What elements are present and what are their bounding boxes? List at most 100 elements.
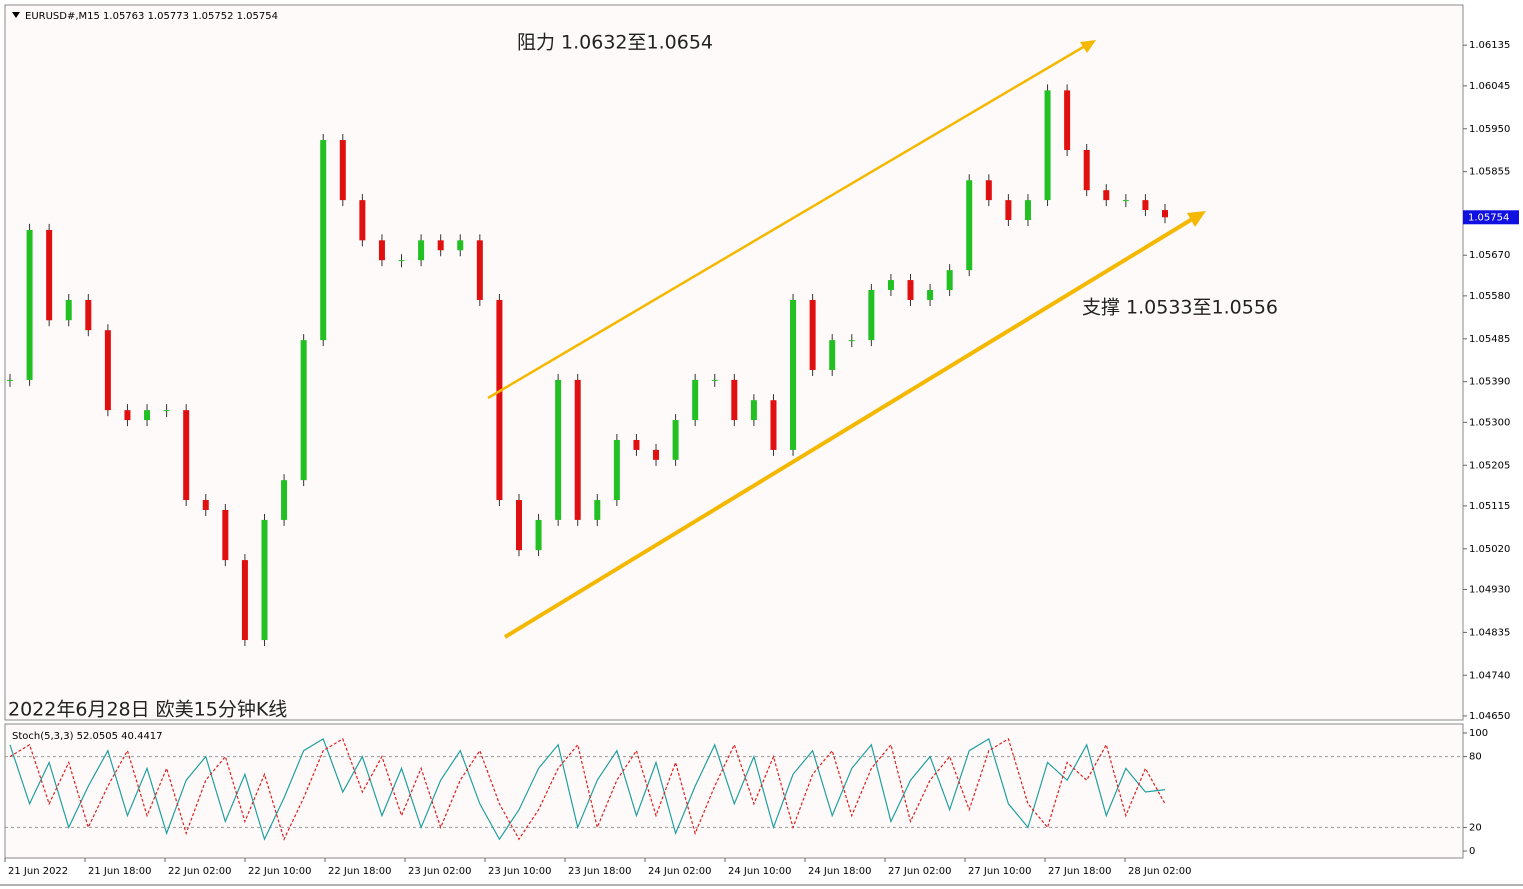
candle <box>829 340 836 370</box>
candle <box>398 260 405 262</box>
candle <box>711 379 718 381</box>
stoch-pane <box>4 723 1464 859</box>
candle <box>1142 200 1149 211</box>
candle <box>515 500 522 551</box>
chart-caption: 2022年6月28日 欧美15分钟K线 <box>8 699 287 721</box>
candle <box>672 420 679 460</box>
time-label: 23 Jun 10:00 <box>488 866 552 877</box>
candle <box>124 410 131 421</box>
arrow-head <box>1187 211 1206 227</box>
candle <box>653 449 660 460</box>
candle <box>281 480 288 520</box>
time-label: 21 Jun 2022 <box>8 866 68 877</box>
candle <box>535 519 542 551</box>
candle <box>770 400 777 450</box>
candle <box>1024 200 1031 220</box>
candle <box>1044 90 1051 201</box>
y-tick-label: 80 <box>1469 752 1482 763</box>
price-pane <box>4 4 1464 721</box>
candle <box>104 330 111 411</box>
candle <box>300 340 307 481</box>
stoch-line <box>9 737 1166 841</box>
candle <box>985 180 992 201</box>
candle <box>144 410 151 421</box>
time-label: 22 Jun 18:00 <box>328 866 392 877</box>
channel-lower <box>503 216 1196 639</box>
resistance-note: 阻力 1.0632至1.0654 <box>517 32 713 54</box>
candle <box>183 410 190 501</box>
candle <box>320 140 327 341</box>
candle <box>1005 200 1012 220</box>
y-tick-label: 1.05580 <box>1469 291 1510 302</box>
candle <box>1083 149 1090 191</box>
candle <box>457 240 464 251</box>
time-label: 24 Jun 18:00 <box>808 866 872 877</box>
time-label: 28 Jun 02:00 <box>1128 866 1192 877</box>
candle <box>418 240 425 261</box>
time-label: 24 Jun 02:00 <box>648 866 712 877</box>
time-label: 22 Jun 02:00 <box>168 866 232 877</box>
candle <box>574 379 581 520</box>
candle <box>476 240 483 300</box>
arrow-head <box>1080 40 1096 53</box>
candle <box>1162 210 1168 218</box>
y-tick-label: 1.04930 <box>1469 584 1510 595</box>
candle <box>633 439 640 450</box>
candle <box>692 379 699 421</box>
candle <box>868 290 875 341</box>
y-tick-label: 0 <box>1469 846 1475 857</box>
time-label: 21 Jun 18:00 <box>88 866 152 877</box>
y-tick-label: 1.05855 <box>1469 167 1510 178</box>
current-price: 1.05754 <box>1468 212 1509 223</box>
y-tick-label: 20 <box>1469 822 1482 833</box>
candle <box>966 180 973 271</box>
candle <box>946 270 953 291</box>
time-label: 22 Jun 10:00 <box>248 866 312 877</box>
channel-upper <box>487 44 1086 400</box>
candle <box>222 509 229 561</box>
candle <box>85 299 92 331</box>
time-label: 24 Jun 10:00 <box>728 866 792 877</box>
y-tick-label: 1.06045 <box>1469 81 1510 92</box>
y-tick-label: 1.04740 <box>1469 670 1510 681</box>
candle <box>555 379 562 520</box>
y-tick-label: 1.05390 <box>1469 377 1510 388</box>
candle <box>359 200 366 241</box>
y-tick-label: 1.05300 <box>1469 417 1510 428</box>
candle <box>339 140 346 201</box>
y-tick-label: 1.05115 <box>1469 501 1510 512</box>
support-note: 支撑 1.0533至1.0556 <box>1082 297 1278 319</box>
candle <box>594 500 601 520</box>
candle <box>378 240 385 261</box>
candle <box>750 400 757 421</box>
candle <box>163 410 170 412</box>
y-tick-label: 1.05205 <box>1469 460 1510 471</box>
candle <box>7 379 13 381</box>
candle <box>790 299 797 450</box>
candle <box>731 379 738 421</box>
candle <box>202 500 209 510</box>
y-tick-label: 1.05950 <box>1469 124 1510 135</box>
stoch-label: Stoch(5,3,3) 52.0505 40.4417 <box>12 731 163 742</box>
y-tick-label: 1.04835 <box>1469 627 1510 638</box>
candle <box>241 560 248 641</box>
candle <box>261 519 268 641</box>
candle <box>65 299 72 321</box>
y-tick-label: 1.04650 <box>1469 711 1510 722</box>
time-label: 27 Jun 02:00 <box>888 866 952 877</box>
y-tick-label: 100 <box>1469 728 1488 739</box>
y-tick-label: 1.05485 <box>1469 334 1510 345</box>
menu-arrow[interactable] <box>12 12 20 18</box>
time-label: 27 Jun 18:00 <box>1048 866 1112 877</box>
candle <box>887 280 894 291</box>
candle <box>1103 190 1110 201</box>
candle <box>809 299 816 370</box>
candle <box>26 229 33 380</box>
candle <box>613 439 620 501</box>
candle <box>1122 200 1129 202</box>
candle <box>1064 90 1071 150</box>
y-tick-label: 1.06135 <box>1469 40 1510 51</box>
candle <box>437 240 444 251</box>
chart-header: EURUSD#,M15 1.05763 1.05773 1.05752 1.05… <box>25 11 278 22</box>
